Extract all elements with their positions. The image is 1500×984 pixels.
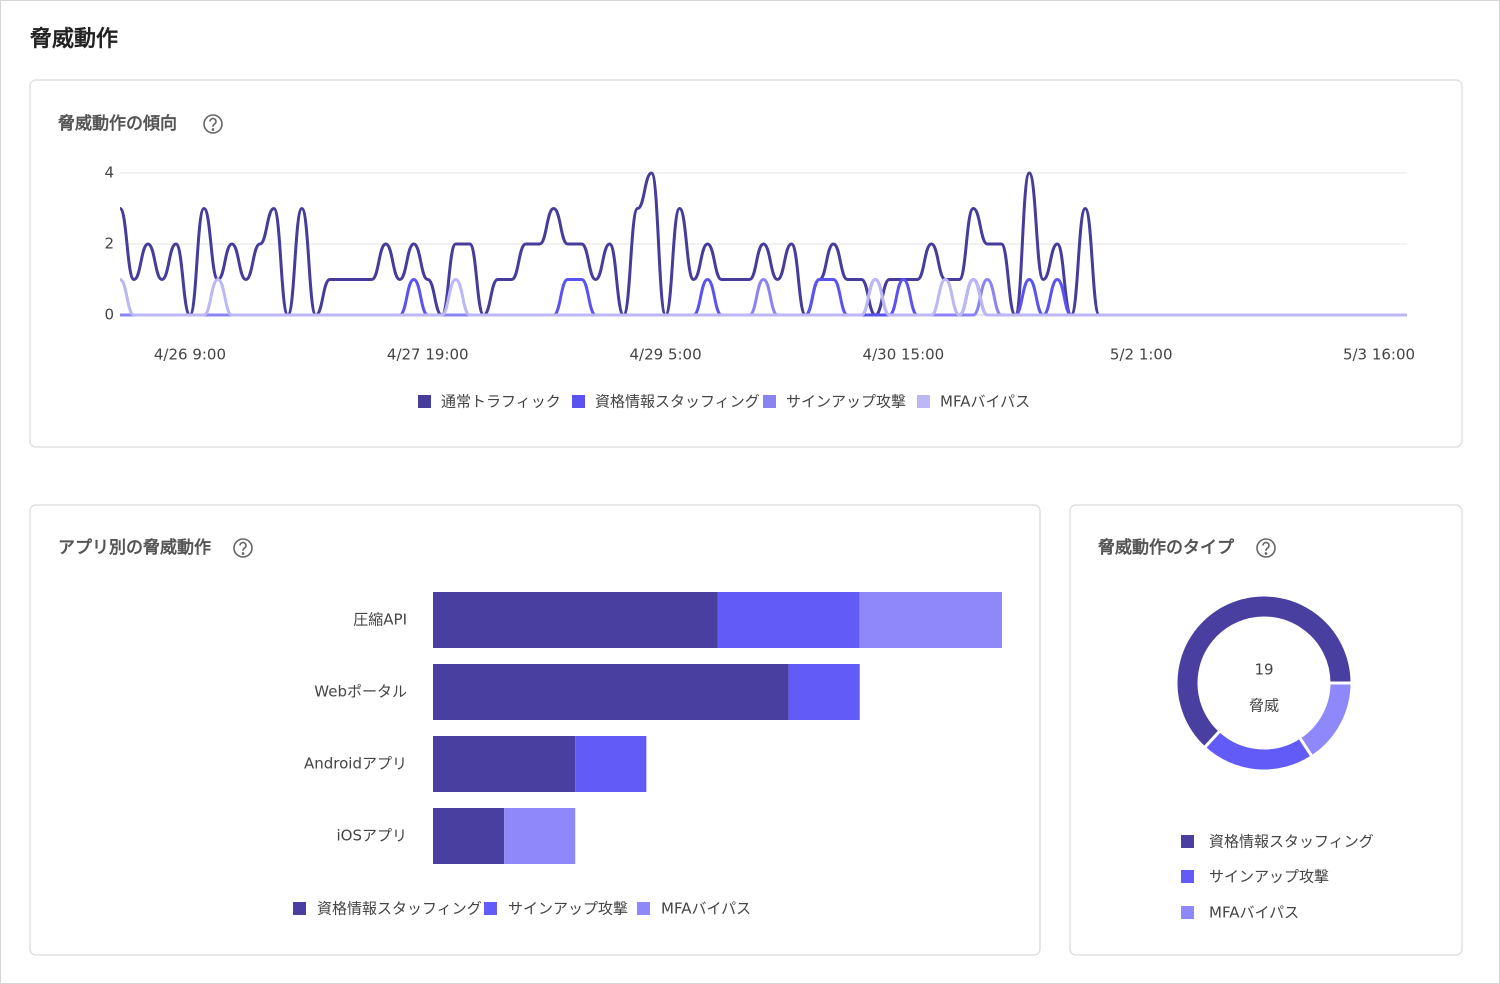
panel-title: 脅威動作のタイプ [1097, 537, 1235, 558]
legend-label: サインアップ攻撃 [1209, 868, 1329, 886]
series-line [119, 278, 1407, 317]
y-tick-label: 0 [104, 306, 114, 324]
trend-panel [29, 79, 1463, 448]
legend-label: 資格情報スタッフィング [317, 900, 482, 918]
donut-total: 19 [1254, 661, 1273, 679]
x-tick-label: 5/2 1:00 [1110, 346, 1173, 364]
donut-center-label: 脅威 [1249, 697, 1279, 715]
panel-title: アプリ別の脅威動作 [58, 537, 211, 558]
category-label: 圧縮API [353, 611, 407, 629]
legend-label: MFAバイパス [661, 900, 751, 918]
legend-label: MFAバイパス [940, 393, 1030, 411]
legend-swatch [1181, 870, 1194, 883]
legend-swatch [572, 395, 585, 408]
x-tick-label: 4/27 19:00 [387, 346, 469, 364]
x-tick-label: 4/30 15:00 [863, 346, 945, 364]
bar-segment [788, 664, 860, 720]
page-title: 脅威動作 [29, 26, 118, 52]
y-tick-label: 2 [104, 235, 114, 253]
donut-segment [1297, 681, 1354, 759]
category-label: Androidアプリ [304, 755, 407, 773]
legend-swatch [293, 902, 306, 915]
legend-swatch [763, 395, 776, 408]
legend-swatch [484, 902, 497, 915]
help-icon[interactable] [233, 538, 253, 558]
bar-segment [859, 592, 1002, 648]
legend-label: 資格情報スタッフィング [595, 393, 760, 411]
legend-swatch [1181, 906, 1194, 919]
bar-segment [433, 592, 718, 648]
y-tick-label: 4 [104, 164, 114, 182]
panel-title: 脅威動作の傾向 [57, 113, 177, 134]
bar-segment [575, 736, 647, 792]
x-tick-label: 4/26 9:00 [154, 346, 226, 364]
bar-segment [504, 808, 576, 864]
legend-swatch [917, 395, 930, 408]
bar-segment [433, 736, 576, 792]
app-panel [29, 504, 1041, 956]
type-panel [1069, 504, 1463, 956]
legend-label: サインアップ攻撃 [786, 393, 906, 411]
category-label: iOSアプリ [337, 827, 408, 845]
legend-swatch [637, 902, 650, 915]
bar-segment [433, 664, 789, 720]
help-icon[interactable] [203, 114, 223, 134]
x-tick-label: 5/3 16:00 [1343, 346, 1415, 364]
bar-segment [433, 808, 505, 864]
category-label: Webポータル [314, 683, 407, 701]
legend-swatch [418, 395, 431, 408]
legend-label: MFAバイパス [1209, 904, 1299, 922]
bar-segment [717, 592, 860, 648]
help-icon[interactable] [1256, 538, 1276, 558]
legend-label: 通常トラフィック [441, 393, 561, 411]
legend-label: 資格情報スタッフィング [1209, 833, 1374, 851]
legend-label: サインアップ攻撃 [508, 900, 628, 918]
donut-segment [1174, 593, 1354, 750]
legend-swatch [1181, 835, 1194, 848]
x-tick-label: 4/29 5:00 [630, 346, 702, 364]
